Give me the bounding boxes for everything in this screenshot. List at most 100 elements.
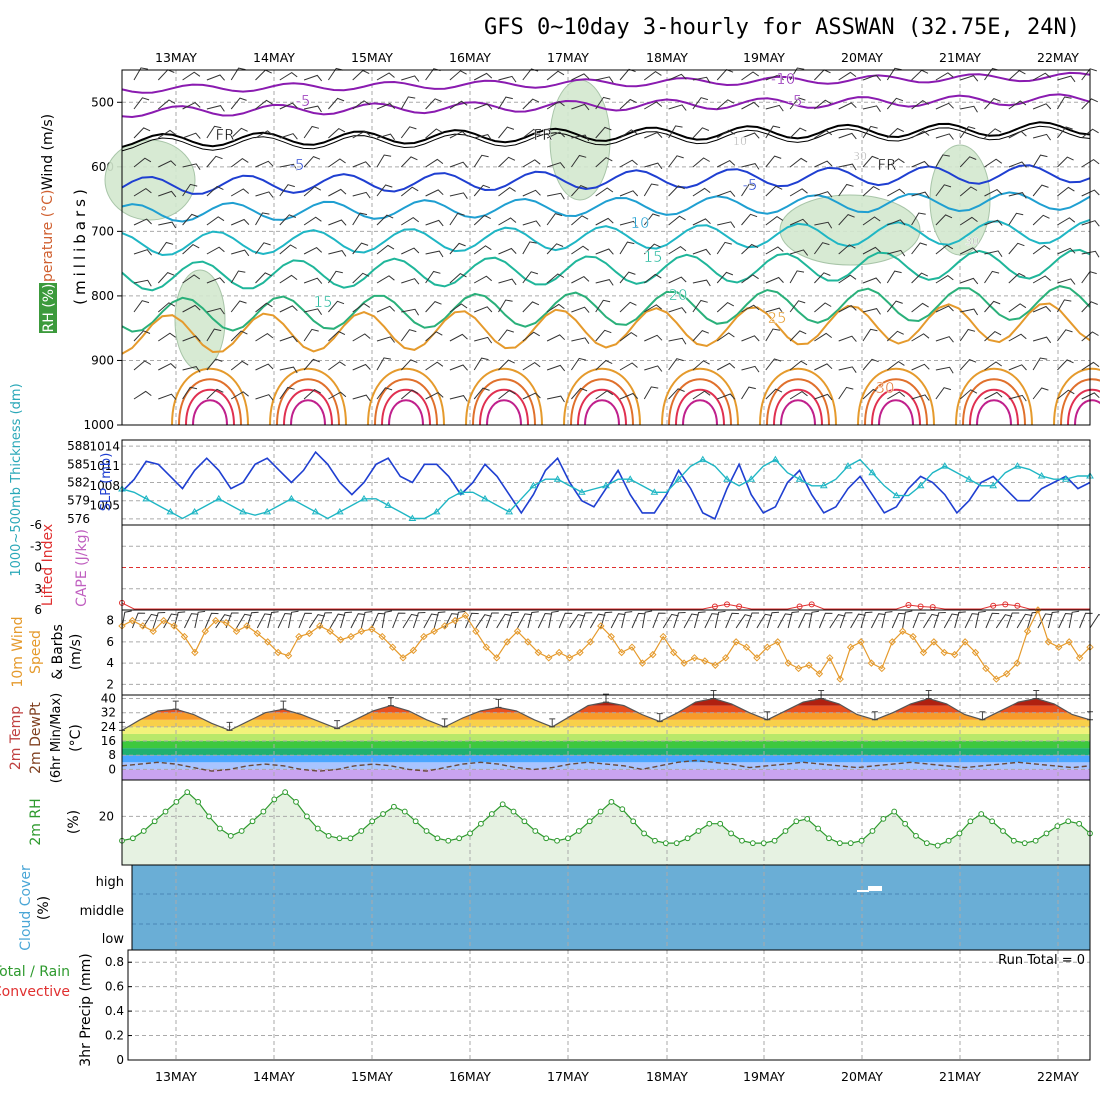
rh-point xyxy=(206,813,212,820)
wind-barb xyxy=(400,126,417,139)
wind-barb xyxy=(328,97,345,110)
wind-barb xyxy=(433,611,446,629)
wind-speed-point xyxy=(867,659,876,667)
contour-label: 20 xyxy=(668,286,687,304)
wind-barb xyxy=(206,185,224,197)
wind-barb xyxy=(765,276,784,284)
wind-barb xyxy=(255,332,274,342)
wind-barb xyxy=(1047,611,1060,629)
wind-speed-point xyxy=(711,661,719,669)
rh-point xyxy=(641,830,647,837)
wind-barb xyxy=(911,212,926,226)
slp-marker xyxy=(263,507,272,515)
wind-barb xyxy=(255,191,274,198)
wind-barb xyxy=(133,390,152,400)
wind-barb xyxy=(182,101,201,110)
wind-speed-point xyxy=(565,654,574,662)
wind-barb xyxy=(473,387,490,400)
rh2m-labels: 2m RH (%) xyxy=(28,798,82,845)
precip-labels: Total / Rain Convective 3hr Precip (mm) … xyxy=(0,953,1085,1067)
rh-point xyxy=(510,808,517,815)
surface-temperature-contour xyxy=(381,388,431,426)
surface-temperature-contour xyxy=(668,378,732,426)
wind-barb xyxy=(935,214,953,226)
wind-speed-point xyxy=(232,627,241,635)
wind-barb xyxy=(474,306,493,313)
minmax-bar xyxy=(441,718,448,728)
wind-barb xyxy=(256,613,272,629)
thickness-tick-label: 582 xyxy=(67,476,90,490)
cloud-level-label: low xyxy=(102,932,125,947)
wind-barb xyxy=(692,218,711,226)
rh-point xyxy=(184,789,191,796)
slp-marker xyxy=(989,481,998,489)
rh-point xyxy=(815,825,821,832)
slp-marker xyxy=(674,475,683,482)
wind-barb xyxy=(595,126,612,139)
wind-barb xyxy=(838,366,857,373)
surface-temperature-contour xyxy=(773,388,823,426)
wind-barb xyxy=(376,154,392,168)
wind-barb xyxy=(158,129,176,139)
wind-barb xyxy=(157,241,174,255)
wind-barb xyxy=(522,361,541,371)
surface-temperature-contour xyxy=(388,399,424,426)
precip-label-3: 3hr Precip (mm) xyxy=(78,953,94,1066)
contour-label: 15 xyxy=(643,248,662,266)
wind-barb xyxy=(522,271,539,284)
wind-barb xyxy=(862,358,879,371)
wind-speed-point xyxy=(440,622,449,630)
rh-point xyxy=(347,835,354,842)
wind-barb xyxy=(595,76,614,83)
date-label-top: 16MAY xyxy=(449,50,491,65)
wind-barb xyxy=(376,305,396,313)
surface-temperature-contour xyxy=(1053,367,1100,426)
temp-color-band xyxy=(122,719,1090,727)
wind-barb xyxy=(814,99,832,110)
wind-barb xyxy=(1057,186,1075,197)
slp-marker xyxy=(965,475,973,482)
wind-barb xyxy=(692,76,711,84)
wind-barb xyxy=(985,612,1000,629)
wind-barb xyxy=(741,71,759,81)
wind-barb xyxy=(765,328,780,342)
rh-point xyxy=(467,830,473,837)
wind-barb xyxy=(765,307,784,315)
wind-barb xyxy=(765,104,784,112)
wind-barb xyxy=(789,67,805,81)
wind-speed-point xyxy=(784,659,792,667)
surface-temperature-contour xyxy=(1067,388,1100,426)
rh-point xyxy=(325,832,332,839)
wind-barb xyxy=(465,612,479,629)
wind-speed-point xyxy=(326,627,334,635)
wind-barb xyxy=(1081,98,1099,110)
rh-point xyxy=(728,830,734,837)
wind-barb xyxy=(1032,387,1049,400)
wind-speed-point xyxy=(368,625,376,633)
temperature-contour xyxy=(121,71,1091,94)
date-label-top: 15MAY xyxy=(351,50,393,65)
cloud-patch xyxy=(868,886,882,891)
lifted-index-tick-label: 0 xyxy=(34,561,42,575)
rh-point xyxy=(445,837,452,844)
rh-contour-area xyxy=(104,139,196,221)
rh-point xyxy=(1065,818,1072,825)
wind-barb xyxy=(279,244,297,255)
rh2m-panel: 20 xyxy=(99,779,1093,866)
slp-line xyxy=(121,458,1090,520)
wind-barb xyxy=(984,330,1002,342)
wind-barb xyxy=(546,70,565,81)
wind-barb xyxy=(206,388,224,400)
wind-barb xyxy=(352,242,369,255)
rh-point xyxy=(608,798,615,805)
minmax-bar xyxy=(172,700,179,710)
wind-tick-label: 4 xyxy=(106,656,114,670)
rh-area xyxy=(122,792,1090,865)
surface-temperature-contour xyxy=(878,399,914,426)
wind-speed-point xyxy=(482,643,491,651)
wind-barb xyxy=(886,330,904,342)
date-label-bottom: 21MAY xyxy=(939,1069,981,1084)
wind-barb xyxy=(558,612,573,629)
wind-barb xyxy=(474,103,493,110)
wind-barb xyxy=(838,335,857,342)
